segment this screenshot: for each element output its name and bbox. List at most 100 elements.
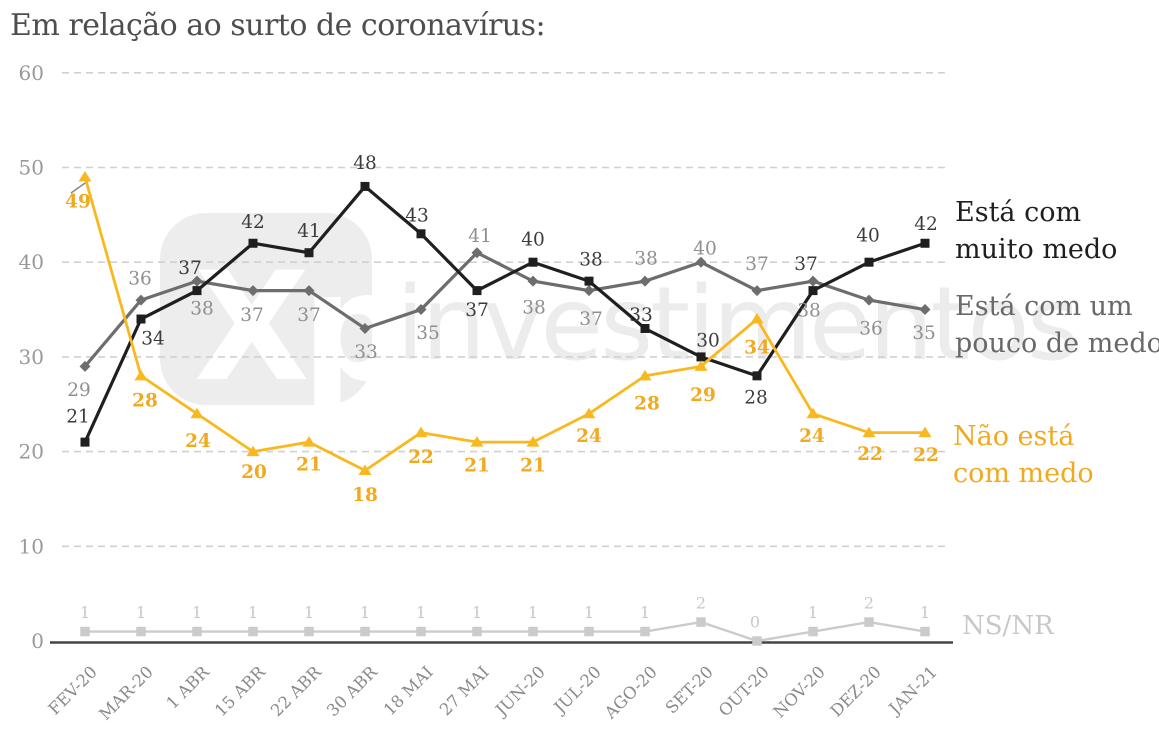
svg-text:DEZ-20: DEZ-20 <box>827 662 885 720</box>
svg-text:29: 29 <box>67 380 91 401</box>
svg-text:34: 34 <box>744 338 770 359</box>
svg-text:34: 34 <box>141 329 165 350</box>
svg-text:28: 28 <box>132 390 158 411</box>
legend-nao-esta-com-medo: Não está com medo <box>953 418 1094 492</box>
series-line-n-o-est-com-medo <box>83 176 925 473</box>
y-tick-labels: 0 10 20 30 40 50 60 <box>19 61 44 653</box>
svg-text:22 ABR: 22 ABR <box>267 662 325 720</box>
svg-text:30: 30 <box>19 345 44 369</box>
svg-text:40: 40 <box>693 239 717 260</box>
svg-text:21: 21 <box>464 456 490 477</box>
svg-text:1: 1 <box>920 603 930 622</box>
svg-text:FEV-20: FEV-20 <box>45 662 101 718</box>
svg-text:20: 20 <box>241 462 267 483</box>
series-line-est-com-muito-medo <box>83 184 926 443</box>
legend-esta-com-muito-medo: Está com muito medo <box>955 194 1117 268</box>
svg-text:1: 1 <box>248 603 258 622</box>
svg-text:24: 24 <box>185 431 211 452</box>
svg-text:29: 29 <box>690 385 716 406</box>
svg-text:1: 1 <box>528 603 538 622</box>
svg-text:38: 38 <box>579 250 603 271</box>
svg-text:38: 38 <box>797 301 821 322</box>
svg-text:37: 37 <box>794 254 818 275</box>
svg-text:37: 37 <box>178 258 202 279</box>
svg-text:18 MAI: 18 MAI <box>380 662 437 719</box>
svg-text:MAR-20: MAR-20 <box>95 662 156 723</box>
series-markers-ns-nr <box>80 617 930 646</box>
svg-text:1: 1 <box>304 603 314 622</box>
svg-text:22: 22 <box>408 447 434 468</box>
svg-text:43: 43 <box>405 205 429 226</box>
svg-text:1 ABR: 1 ABR <box>162 662 213 713</box>
legend-line: Não está <box>953 421 1075 452</box>
legend-line: NS/NR <box>962 611 1054 641</box>
svg-text:38: 38 <box>190 299 214 320</box>
legend-line: com medo <box>953 458 1094 489</box>
label-leader-line <box>70 180 89 194</box>
xp-logo-text: Xp <box>194 241 372 405</box>
legend-line: Está com <box>955 197 1082 228</box>
series-labels-est-com-muito-medo: 21 34 37 42 41 48 43 37 40 38 33 30 28 37 40 42 <box>66 153 938 428</box>
svg-text:36: 36 <box>128 269 152 290</box>
svg-text:28: 28 <box>744 387 768 408</box>
svg-text:JAN-21: JAN-21 <box>884 662 941 719</box>
svg-text:22: 22 <box>857 444 883 465</box>
series-markers-est-com-muito-medo <box>80 181 930 447</box>
svg-text:40: 40 <box>521 230 545 251</box>
svg-text:1: 1 <box>584 603 594 622</box>
svg-text:27 MAI: 27 MAI <box>436 662 493 719</box>
y-gridlines <box>62 72 948 548</box>
series-line-est-com-um-pouco-de-medo <box>83 250 926 368</box>
svg-text:AGO-20: AGO-20 <box>600 662 661 723</box>
svg-text:2: 2 <box>864 594 874 613</box>
svg-text:2: 2 <box>696 594 706 613</box>
svg-text:30: 30 <box>696 330 720 351</box>
svg-text:OUT-20: OUT-20 <box>715 662 773 720</box>
legend-esta-com-um-pouco-de-medo: Está com um pouco de medo <box>955 288 1159 362</box>
svg-text:SET-20: SET-20 <box>662 662 717 717</box>
svg-text:37: 37 <box>579 309 603 330</box>
svg-text:0: 0 <box>750 613 760 632</box>
series-markers-est-com-um-pouco-de-medo <box>79 247 931 372</box>
legend-line: Está com um <box>955 291 1133 322</box>
series-labels-est-com-um-pouco-de-medo: 29 36 38 37 37 33 35 41 38 37 38 40 37 38 36 35 <box>67 226 936 401</box>
svg-text:42: 42 <box>241 212 265 233</box>
svg-text:22: 22 <box>913 445 939 466</box>
series-labels-n-o-est-com-medo: 49 28 24 20 21 18 22 21 21 24 28 29 34 24 22 22 <box>65 191 939 506</box>
legend-line: pouco de medo <box>955 328 1159 359</box>
svg-text:10: 10 <box>19 534 44 558</box>
svg-text:24: 24 <box>799 426 825 447</box>
legend-nsnr: NS/NR <box>962 608 1054 645</box>
svg-text:JUL-20: JUL-20 <box>549 662 605 718</box>
svg-text:1: 1 <box>416 603 426 622</box>
page-title: Em relação ao surto de coronavírus: <box>10 8 546 43</box>
svg-text:37: 37 <box>745 254 769 275</box>
svg-text:35: 35 <box>416 323 440 344</box>
svg-text:0: 0 <box>31 629 44 653</box>
svg-text:33: 33 <box>354 342 378 363</box>
svg-text:18: 18 <box>352 485 378 506</box>
svg-text:33: 33 <box>629 305 653 326</box>
svg-text:1: 1 <box>192 603 202 622</box>
svg-text:1: 1 <box>640 603 650 622</box>
xp-watermark-word: investimentos <box>396 265 1080 384</box>
svg-text:35: 35 <box>912 323 936 344</box>
svg-text:50: 50 <box>19 156 44 180</box>
series-markers-n-o-est-com-medo <box>78 170 932 476</box>
svg-text:38: 38 <box>522 298 546 319</box>
svg-text:30 ABR: 30 ABR <box>323 662 381 720</box>
svg-text:37: 37 <box>240 305 264 326</box>
svg-text:1: 1 <box>136 603 146 622</box>
legend-line: muito medo <box>955 234 1118 265</box>
svg-text:41: 41 <box>297 221 321 242</box>
series-line-ns-nr <box>85 620 926 643</box>
svg-text:15 ABR: 15 ABR <box>211 662 269 720</box>
svg-text:60: 60 <box>19 61 44 85</box>
series-labels-ns-nr: 1 1 1 1 1 1 1 1 1 1 1 2 0 1 2 1 <box>80 594 930 632</box>
svg-text:41: 41 <box>468 226 492 247</box>
svg-text:28: 28 <box>634 393 660 414</box>
svg-text:37: 37 <box>297 305 321 326</box>
svg-text:1: 1 <box>808 603 818 622</box>
